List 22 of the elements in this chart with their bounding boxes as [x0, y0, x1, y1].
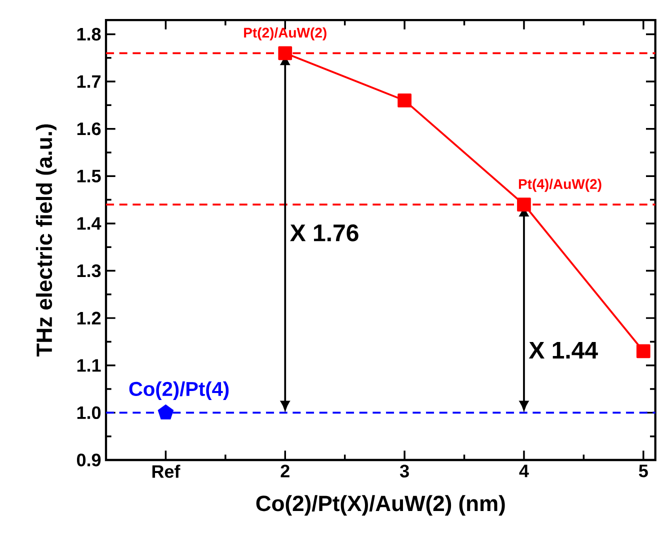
annotation: Pt(2)/AuW(2) — [244, 27, 326, 40]
y-tick-label: 0.9 — [76, 454, 101, 466]
annotation: X 1.44 — [528, 342, 598, 358]
annotation: X 1.76 — [290, 224, 358, 242]
y-tick-label: 1.3 — [77, 264, 101, 278]
x-tick-label: 5 — [638, 464, 648, 478]
annotation: Pt(4)/AuW(2) — [518, 178, 602, 192]
x-tick-label: 2 — [280, 464, 290, 478]
y-axis-title: THz electric field (a.u.) — [36, 124, 56, 356]
y-tick-label: 1.0 — [77, 406, 101, 420]
x-tick-label: Ref — [152, 464, 180, 478]
y-tick-label: 1.1 — [77, 359, 101, 372]
x-axis-title: Co(2)/Pt(X)/AuW(2) (nm) — [256, 495, 505, 516]
y-tick-label: 1.4 — [77, 217, 102, 230]
y-tick-label: 1.7 — [77, 75, 101, 88]
x-tick-label: 4 — [519, 464, 529, 478]
y-tick-label: 1.2 — [77, 312, 101, 324]
annotation: Co(2)/Pt(4) — [129, 381, 229, 400]
x-tick-label: 3 — [400, 464, 409, 478]
y-tick-label: 1.5 — [77, 170, 101, 182]
y-tick-label: 1.8 — [77, 28, 101, 41]
y-tick-label: 1.6 — [77, 122, 101, 136]
